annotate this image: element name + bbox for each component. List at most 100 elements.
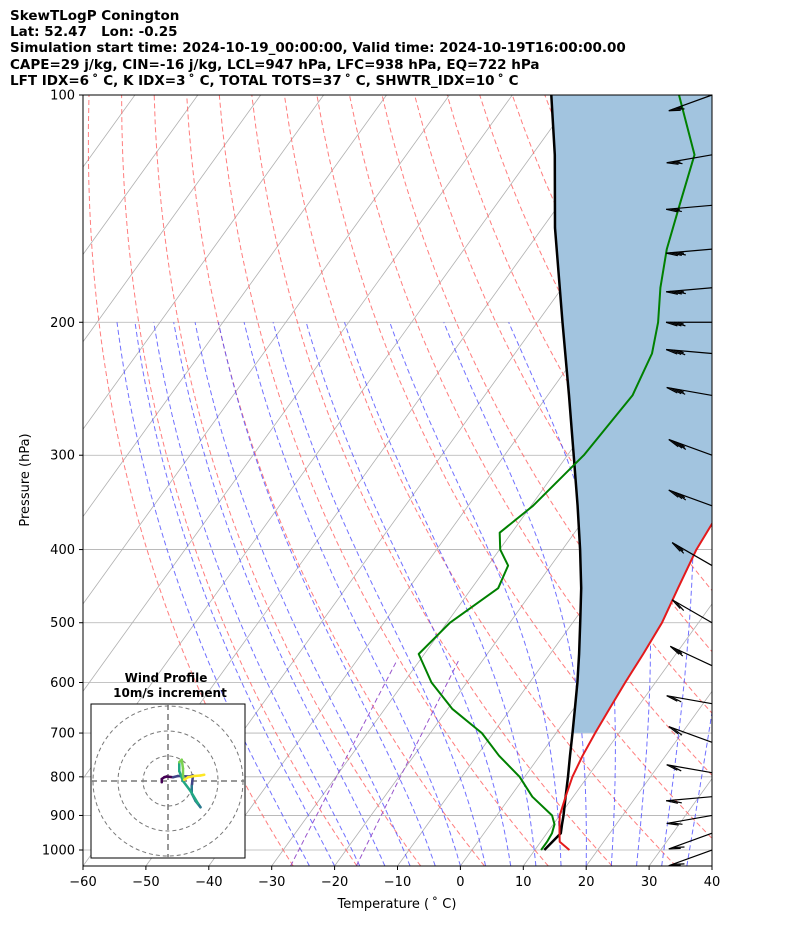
isotherm-line xyxy=(711,865,712,866)
mixing-ratio-line xyxy=(290,659,398,866)
wind-barbs xyxy=(665,94,713,867)
wind-barb xyxy=(668,725,713,743)
dry-adiabat xyxy=(121,95,358,866)
moist-adiabat xyxy=(443,322,587,866)
wind-barb xyxy=(671,542,713,567)
indices-line-1: CAPE=29 j/kg, CIN=-16 j/kg, LCL=947 hPa,… xyxy=(10,56,540,73)
wind-barb xyxy=(668,94,713,112)
isotherm-line xyxy=(0,95,9,866)
hodograph-segment xyxy=(189,789,200,805)
y-tick-label: 900 xyxy=(50,809,75,824)
wind-barb xyxy=(665,348,713,356)
y-tick-label: 700 xyxy=(50,727,75,742)
y-tick-label: 300 xyxy=(50,449,75,464)
wind-profile-inset: Wind Profile 10m/s increment xyxy=(90,671,246,859)
wind-barb xyxy=(671,599,713,624)
wind-barb xyxy=(666,204,713,213)
y-tick-label: 500 xyxy=(50,616,75,631)
axis-ticks: −60 −50 −40 −30 −20 −10 0 10 20 30 40 1000 900 800 700… xyxy=(42,89,720,891)
y-tick-label: 800 xyxy=(50,770,75,785)
wind-barb xyxy=(666,386,713,397)
dry-adiabat xyxy=(316,95,712,840)
x-tick-label: 0 xyxy=(456,875,464,890)
dry-adiabat xyxy=(381,95,712,714)
wind-barb xyxy=(666,814,713,826)
indices-line-2: LFT IDX=6 ˚ C, K IDX=3 ˚ C, TOTAL TOTS=3… xyxy=(10,72,519,89)
time-line: Simulation start time: 2024-10-19_00:00:… xyxy=(10,40,626,57)
wind-barb xyxy=(666,248,713,257)
x-tick-label: −30 xyxy=(258,875,285,890)
wind-barb xyxy=(668,438,713,456)
temperature-line xyxy=(558,521,712,851)
isotherm-line xyxy=(522,603,712,866)
x-tick-label: 20 xyxy=(578,875,595,890)
inset-subtitle: 10m/s increment xyxy=(113,686,227,700)
wind-barb xyxy=(666,695,713,705)
x-tick-label: −40 xyxy=(195,875,222,890)
chart-header: SkewTLogP Conington Lat: 52.47 Lon: -0.2… xyxy=(10,8,626,89)
x-tick-label: −10 xyxy=(384,875,411,890)
hodograph-segment xyxy=(178,769,185,783)
chart-title: SkewTLogP Conington xyxy=(10,8,180,24)
wind-barb xyxy=(668,849,713,867)
isotherm-line xyxy=(83,95,324,430)
moist-adiabat xyxy=(711,863,712,866)
inset-title: Wind Profile xyxy=(125,671,208,685)
location-line: Lat: 52.47 Lon: -0.25 xyxy=(10,24,178,41)
x-tick-label: 40 xyxy=(704,875,721,890)
y-tick-label: 200 xyxy=(50,316,75,331)
cape-fill xyxy=(551,95,712,734)
y-tick-label: 600 xyxy=(50,676,75,691)
moist-adiabat xyxy=(243,322,461,866)
y-axis-label: Pressure (hPa) xyxy=(18,433,33,526)
moist-adiabat xyxy=(194,322,411,866)
wind-barb xyxy=(668,489,713,507)
moist-adiabat xyxy=(153,322,361,866)
wind-barb xyxy=(666,796,713,804)
x-tick-label: 10 xyxy=(515,875,532,890)
dry-adiabat xyxy=(251,95,613,866)
moist-adiabat xyxy=(134,322,336,866)
wind-barb xyxy=(666,287,713,295)
isotherm-line xyxy=(83,95,262,343)
moist-adiabat xyxy=(389,322,562,866)
parcel-line xyxy=(543,95,583,851)
moist-adiabat xyxy=(272,322,487,866)
wind-barb xyxy=(666,764,713,774)
moist-adiabat xyxy=(116,322,310,866)
inset-ring xyxy=(117,730,219,832)
dry-adiabat xyxy=(740,95,794,866)
moist-adiabat xyxy=(217,322,436,866)
x-tick-label: −20 xyxy=(321,875,348,890)
isotherm-line xyxy=(585,690,712,866)
isotherm-line xyxy=(83,95,513,692)
isotherm-line xyxy=(0,95,72,866)
wind-barb xyxy=(668,832,713,850)
x-tick-label: −50 xyxy=(132,875,159,890)
cape-area xyxy=(551,95,712,734)
y-tick-label: 1000 xyxy=(42,844,75,859)
hodograph-segment xyxy=(181,779,192,793)
x-tick-label: −60 xyxy=(69,875,96,890)
isotherm-line xyxy=(83,95,199,256)
moist-adiabat xyxy=(173,322,386,866)
wind-barb xyxy=(666,154,713,165)
dry-adiabat xyxy=(773,95,794,866)
y-tick-label: 100 xyxy=(50,89,75,104)
wind-barb xyxy=(669,645,713,667)
x-axis-label: Temperature ( ˚ C) xyxy=(337,896,457,912)
isotherm-line xyxy=(83,95,387,518)
hodograph-segment xyxy=(180,758,185,770)
profile-lines xyxy=(417,95,712,851)
dry-adiabat xyxy=(218,95,549,866)
dry-adiabat xyxy=(87,95,294,866)
mixing-ratio-line xyxy=(355,659,460,866)
dry-adiabat xyxy=(283,95,677,866)
moist-adiabat xyxy=(305,322,512,866)
dewpoint-line xyxy=(417,95,696,851)
dry-adiabat xyxy=(707,95,712,105)
hodograph-segment xyxy=(199,773,206,777)
isotherm-line xyxy=(460,515,712,866)
isotherm-line xyxy=(83,95,450,605)
